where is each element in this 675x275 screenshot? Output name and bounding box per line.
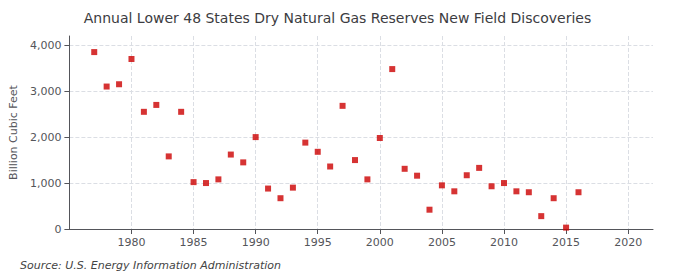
svg-text:0: 0: [54, 223, 61, 236]
svg-text:2,000: 2,000: [30, 131, 62, 144]
svg-text:Annual Lower 48 States Dry Nat: Annual Lower 48 States Dry Natural Gas R…: [84, 10, 592, 26]
svg-text:1980: 1980: [117, 236, 145, 249]
svg-text:2000: 2000: [366, 236, 394, 249]
svg-text:4,000: 4,000: [30, 39, 62, 52]
svg-text:2020: 2020: [614, 236, 642, 249]
svg-text:Billion Cubic Feet: Billion Cubic Feet: [7, 84, 20, 179]
svg-text:3,000: 3,000: [30, 85, 62, 98]
svg-text:2015: 2015: [552, 236, 580, 249]
svg-text:1990: 1990: [242, 236, 270, 249]
svg-text:1995: 1995: [304, 236, 332, 249]
svg-text:1,000: 1,000: [30, 177, 62, 190]
svg-text:Source: U.S. Energy Informatio: Source: U.S. Energy Information Administ…: [20, 259, 281, 272]
svg-text:2005: 2005: [428, 236, 456, 249]
svg-text:2010: 2010: [490, 236, 518, 249]
svg-text:1985: 1985: [180, 236, 208, 249]
